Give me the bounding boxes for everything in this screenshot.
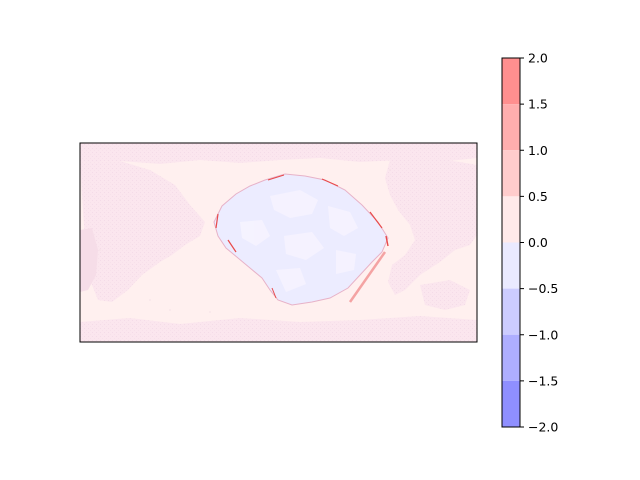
colorbar-tick-label: 1.5 [528,97,548,112]
central-mottling [240,190,358,292]
colorbar-band [502,58,520,105]
colorbar-band [502,150,520,197]
colorbar-band [502,288,520,335]
colorbar-tick-label: 1.0 [528,143,548,158]
landmass-americas-west [80,161,205,302]
colorbar-tick-label: −1.5 [528,373,558,388]
colorbar-tick-label: 0.0 [528,235,548,250]
colorbar-tick-label: −0.5 [528,281,558,296]
colorbar-band [502,196,520,243]
ocean-speckle [99,169,456,313]
arctic-region [80,143,477,164]
colorbar: 2.0 1.5 1.0 0.5 0.0 −0.5 −1.0 −1.5 −2.0 [501,51,558,435]
landmass-afro-eurasia [385,158,477,295]
colorbar-tick-label: −1.0 [528,327,558,342]
colorbar-band [502,380,520,427]
colorbar-band [502,334,520,381]
positive-edge-marks [215,174,389,303]
colorbar-tick-label: 0.5 [528,189,548,204]
colorbar-tick-label: −2.0 [528,420,558,435]
colorbar-band [502,104,520,151]
colorbar-bands [502,58,520,427]
map-frame [79,142,478,343]
colorbar-band [502,242,520,289]
landmass-southeast [420,280,470,310]
landmass-left-edge [80,228,98,292]
antarctic-region [80,316,477,342]
colorbar-tick-label: 2.0 [528,51,548,66]
map-panel [80,143,477,342]
colorbar-ticks: 2.0 1.5 1.0 0.5 0.0 −0.5 −1.0 −1.5 −2.0 [520,51,558,435]
